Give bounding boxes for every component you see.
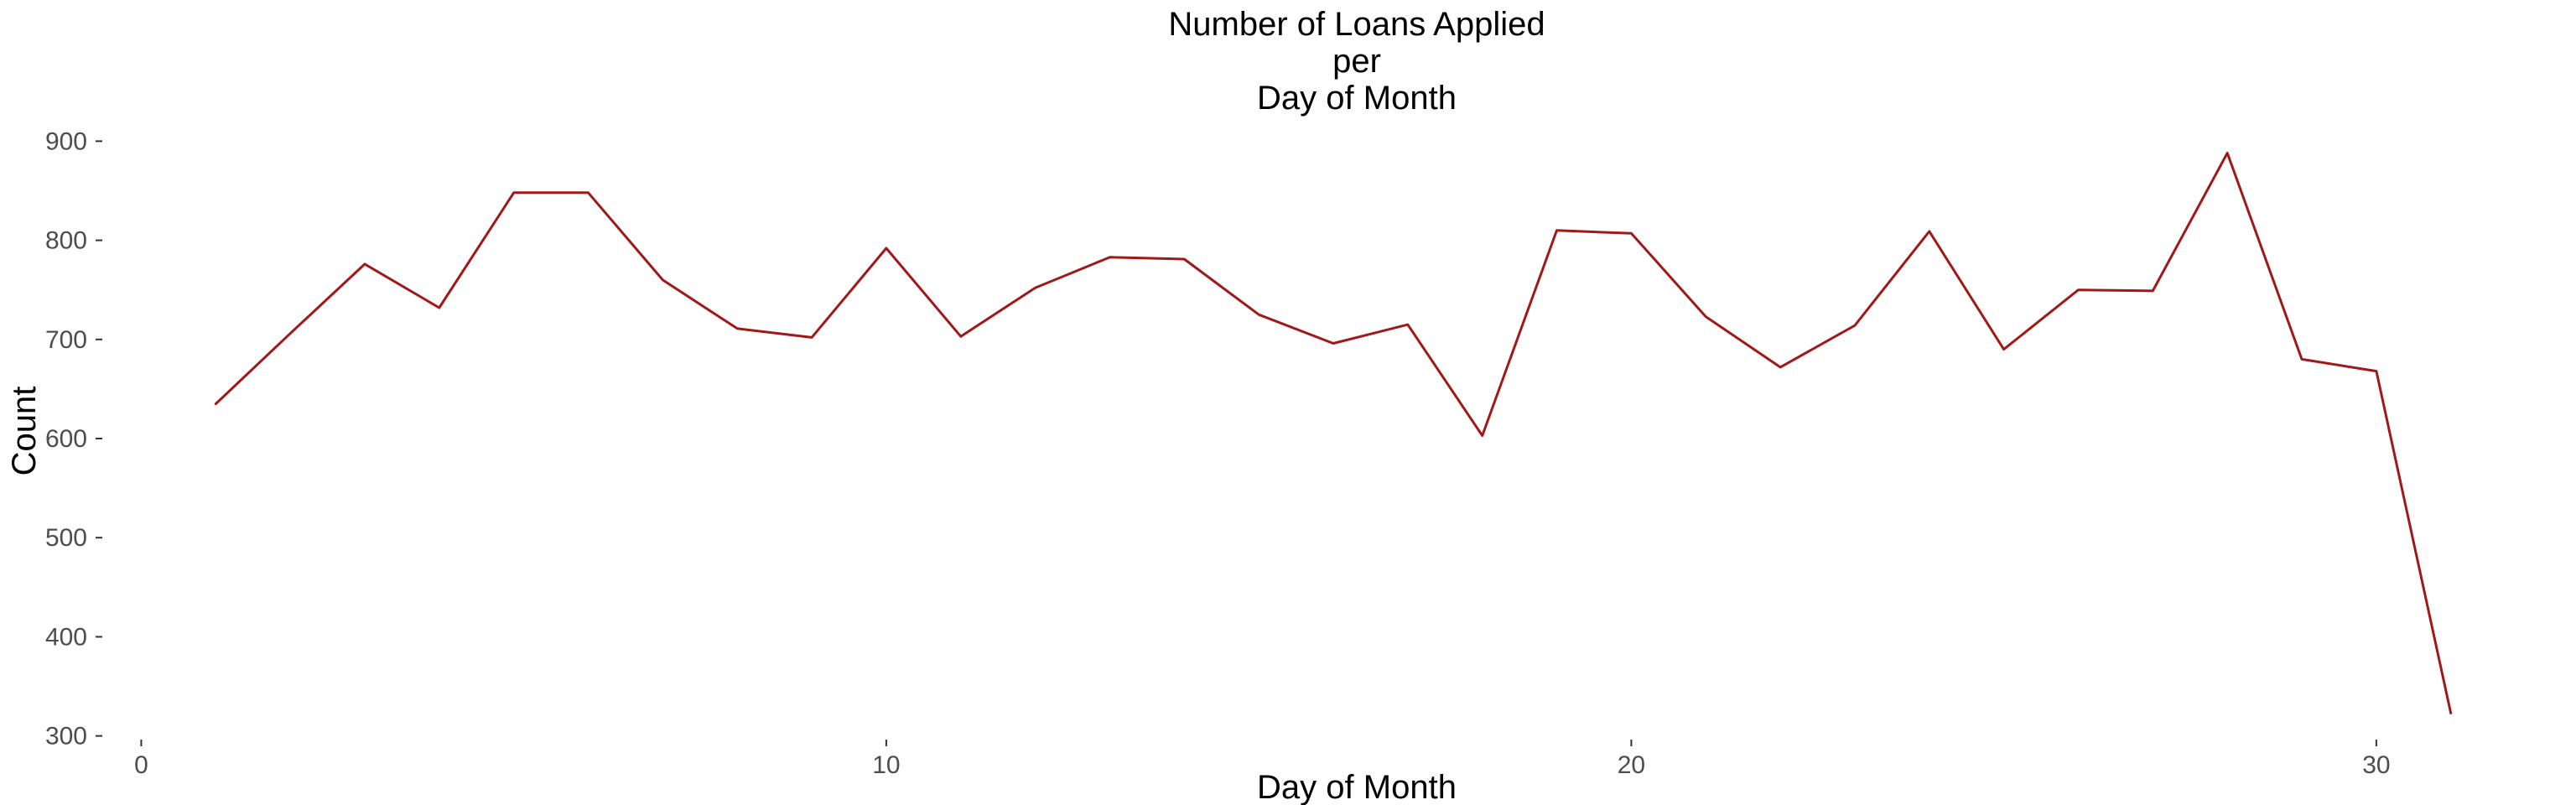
chart-title: Number of Loans Applied per Day of Month bbox=[1168, 6, 1545, 117]
y-tick-label: 400 bbox=[45, 623, 87, 651]
series-line bbox=[214, 152, 2453, 714]
x-tick-label: 30 bbox=[2362, 751, 2390, 779]
y-tick-label: 700 bbox=[45, 326, 87, 354]
plot-series bbox=[214, 152, 2453, 714]
y-tick-label: 600 bbox=[45, 425, 87, 453]
x-axis: 0 10 20 30 bbox=[134, 740, 2391, 779]
title-line-2: per bbox=[1332, 43, 1381, 80]
x-tick-label: 0 bbox=[134, 751, 148, 779]
y-axis-title: Count bbox=[6, 387, 43, 476]
y-tick-label: 900 bbox=[45, 127, 87, 155]
x-tick-label: 10 bbox=[872, 751, 900, 779]
y-tick-label: 300 bbox=[45, 723, 87, 750]
y-tick-label: 800 bbox=[45, 227, 87, 255]
x-axis-title: Day of Month bbox=[1257, 769, 1457, 805]
title-line-1: Number of Loans Applied bbox=[1168, 6, 1545, 43]
y-axis: 300 400 500 600 700 800 900 bbox=[45, 127, 102, 750]
y-tick-label: 500 bbox=[45, 524, 87, 552]
x-tick-label: 20 bbox=[1618, 751, 1645, 779]
title-line-3: Day of Month bbox=[1257, 80, 1457, 117]
